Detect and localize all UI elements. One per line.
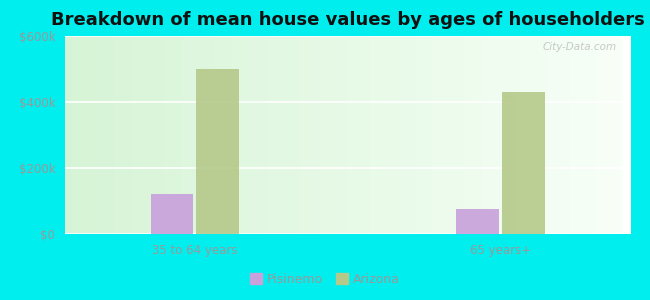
- Bar: [502, 92, 545, 234]
- Text: City-Data.com: City-Data.com: [542, 42, 616, 52]
- Bar: [151, 194, 194, 234]
- Legend: Pisinemo, Arizona: Pisinemo, Arizona: [245, 268, 405, 291]
- Bar: [196, 69, 239, 234]
- Bar: [456, 209, 499, 234]
- Title: Breakdown of mean house values by ages of householders: Breakdown of mean house values by ages o…: [51, 11, 645, 29]
